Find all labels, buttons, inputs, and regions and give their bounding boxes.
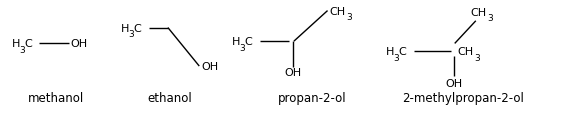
Text: CH: CH bbox=[329, 7, 346, 16]
Text: 3: 3 bbox=[346, 13, 352, 22]
Text: C: C bbox=[399, 47, 407, 57]
Text: CH: CH bbox=[470, 8, 486, 18]
Text: H: H bbox=[121, 23, 129, 33]
Text: ethanol: ethanol bbox=[147, 91, 192, 104]
Text: C: C bbox=[245, 37, 253, 47]
Text: 3: 3 bbox=[487, 14, 493, 23]
Text: 2-methylpropan-2-ol: 2-methylpropan-2-ol bbox=[402, 91, 524, 104]
Text: OH: OH bbox=[202, 62, 219, 71]
Text: OH: OH bbox=[70, 39, 88, 49]
Text: C: C bbox=[24, 39, 32, 49]
Text: 3: 3 bbox=[394, 54, 399, 63]
Text: CH: CH bbox=[458, 47, 474, 57]
Text: C: C bbox=[134, 23, 142, 33]
Text: H: H bbox=[11, 39, 20, 49]
Text: 3: 3 bbox=[474, 54, 480, 63]
Text: 3: 3 bbox=[240, 43, 245, 52]
Text: 3: 3 bbox=[19, 46, 25, 55]
Text: H: H bbox=[386, 47, 395, 57]
Text: propan-2-ol: propan-2-ol bbox=[278, 91, 347, 104]
Text: OH: OH bbox=[445, 78, 462, 88]
Text: H: H bbox=[232, 37, 241, 47]
Text: methanol: methanol bbox=[28, 91, 84, 104]
Text: 3: 3 bbox=[128, 30, 134, 39]
Text: OH: OH bbox=[284, 67, 301, 77]
